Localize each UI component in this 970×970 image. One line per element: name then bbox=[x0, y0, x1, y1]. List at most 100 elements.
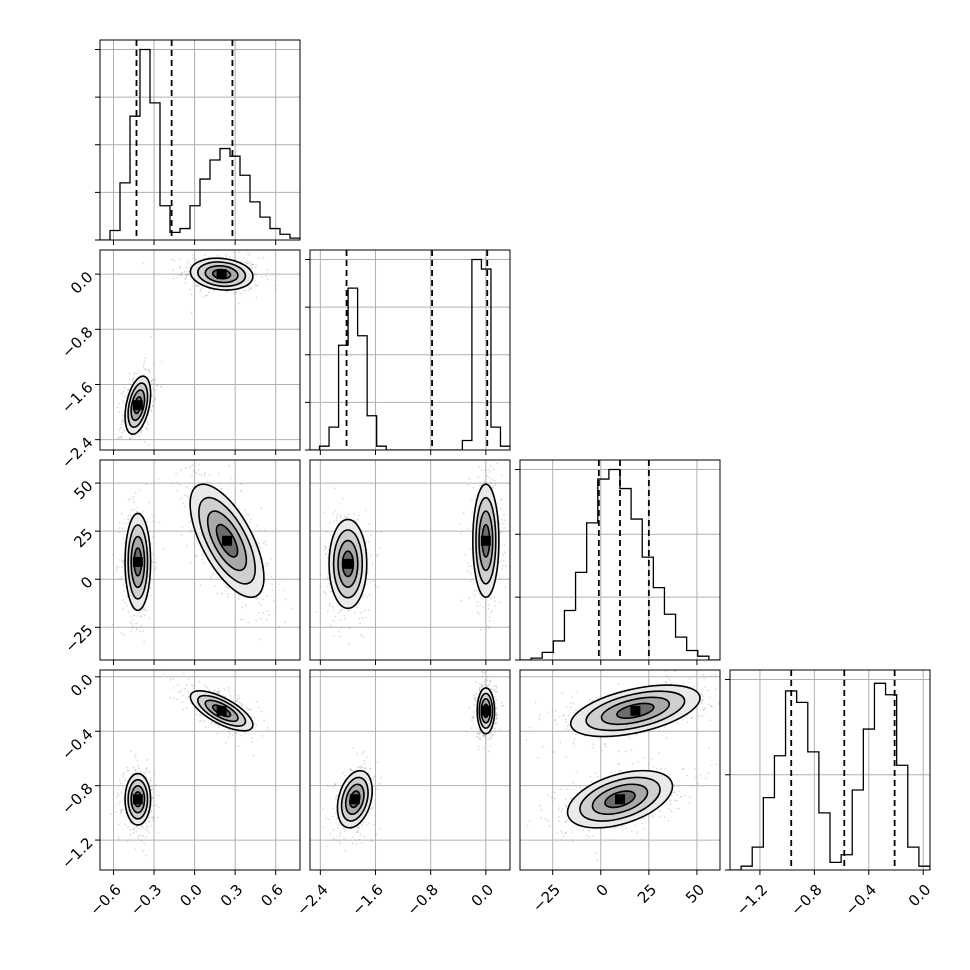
contour-2 bbox=[127, 778, 149, 820]
sample-point bbox=[172, 687, 175, 689]
sample-point bbox=[191, 254, 194, 256]
sample-point bbox=[185, 276, 187, 279]
sample-point bbox=[477, 613, 480, 615]
sample-point bbox=[191, 464, 194, 467]
sample-point bbox=[485, 685, 488, 688]
sample-point bbox=[151, 379, 154, 382]
sample-point bbox=[664, 726, 666, 729]
sample-point bbox=[374, 834, 377, 837]
sample-point bbox=[157, 794, 160, 797]
sample-point bbox=[175, 473, 178, 475]
sample-point bbox=[239, 292, 242, 295]
sample-point bbox=[488, 733, 491, 736]
sample-point bbox=[218, 690, 221, 692]
sample-point bbox=[474, 699, 477, 701]
sample-point bbox=[120, 792, 123, 794]
sample-point bbox=[369, 767, 372, 770]
sample-point bbox=[191, 284, 194, 287]
sample-point bbox=[495, 714, 498, 717]
sample-point bbox=[131, 378, 134, 381]
sample-point bbox=[247, 252, 249, 255]
sample-point bbox=[120, 809, 123, 812]
sample-point bbox=[239, 489, 242, 492]
sample-point bbox=[372, 806, 375, 809]
sample-point bbox=[369, 773, 372, 776]
sample-point bbox=[491, 486, 493, 489]
sample-point bbox=[218, 481, 220, 484]
sample-point bbox=[132, 828, 135, 831]
sample-point bbox=[236, 698, 239, 701]
sample-point bbox=[487, 469, 490, 471]
sample-point bbox=[118, 527, 121, 529]
sample-point bbox=[472, 456, 474, 458]
sample-point bbox=[192, 469, 195, 472]
sample-point bbox=[170, 482, 173, 485]
sample-point bbox=[373, 775, 376, 778]
sample-point bbox=[217, 472, 220, 475]
contour-2 bbox=[475, 496, 497, 585]
sample-point bbox=[130, 509, 133, 512]
sample-point bbox=[243, 261, 246, 264]
sample-point bbox=[127, 611, 130, 613]
sample-point bbox=[142, 365, 145, 368]
sample-point bbox=[132, 377, 135, 380]
sample-point bbox=[500, 499, 502, 502]
contour-1 bbox=[478, 510, 494, 572]
sample-point bbox=[133, 827, 136, 829]
sample-point bbox=[257, 542, 260, 545]
panel-frame-2-2 bbox=[519, 459, 721, 661]
sample-point bbox=[335, 839, 338, 842]
sample-point bbox=[343, 837, 346, 840]
sample-point bbox=[259, 638, 262, 641]
sample-point bbox=[489, 732, 492, 734]
sample-point bbox=[350, 769, 353, 771]
density-mode-1 bbox=[124, 772, 152, 826]
sample-point bbox=[124, 452, 126, 454]
sample-point bbox=[184, 467, 187, 470]
sample-point bbox=[494, 730, 497, 733]
sample-point bbox=[283, 589, 285, 592]
sample-point bbox=[478, 682, 480, 685]
sample-point bbox=[485, 678, 487, 681]
sample-point bbox=[266, 268, 268, 271]
sample-point bbox=[229, 694, 232, 697]
sample-point bbox=[195, 472, 197, 474]
sample-point bbox=[263, 529, 266, 531]
sample-point bbox=[480, 683, 483, 686]
contour-3 bbox=[189, 483, 265, 599]
sample-point bbox=[481, 671, 484, 674]
sample-point bbox=[150, 410, 153, 413]
sample-point bbox=[475, 590, 478, 592]
sample-point bbox=[236, 700, 239, 702]
sample-point bbox=[204, 684, 206, 686]
sample-point bbox=[142, 510, 145, 513]
sample-point bbox=[145, 822, 148, 825]
sample-point bbox=[115, 795, 118, 798]
sample-point bbox=[473, 694, 475, 697]
sample-point bbox=[250, 518, 252, 521]
sample-point bbox=[144, 440, 147, 443]
sample-point bbox=[234, 700, 237, 702]
sample-point bbox=[357, 514, 360, 517]
sample-point bbox=[138, 488, 141, 491]
sample-point bbox=[228, 256, 231, 258]
sample-point bbox=[253, 272, 256, 275]
sample-point bbox=[200, 719, 203, 722]
sample-point bbox=[589, 698, 591, 701]
sample-point bbox=[204, 294, 207, 297]
sample-point bbox=[665, 675, 668, 677]
contour-0 bbox=[349, 790, 361, 809]
sample-point bbox=[500, 560, 503, 562]
sample-point bbox=[488, 476, 491, 479]
sample-point bbox=[112, 553, 115, 556]
sample-point bbox=[129, 438, 132, 441]
sample-point bbox=[332, 609, 335, 612]
sample-point bbox=[379, 828, 381, 830]
sample-point bbox=[142, 608, 144, 611]
sample-point bbox=[240, 490, 243, 493]
sample-point bbox=[134, 491, 137, 494]
sample-point bbox=[703, 677, 705, 680]
sample-point bbox=[239, 483, 242, 485]
sample-point bbox=[315, 610, 318, 613]
sample-point bbox=[479, 732, 482, 735]
